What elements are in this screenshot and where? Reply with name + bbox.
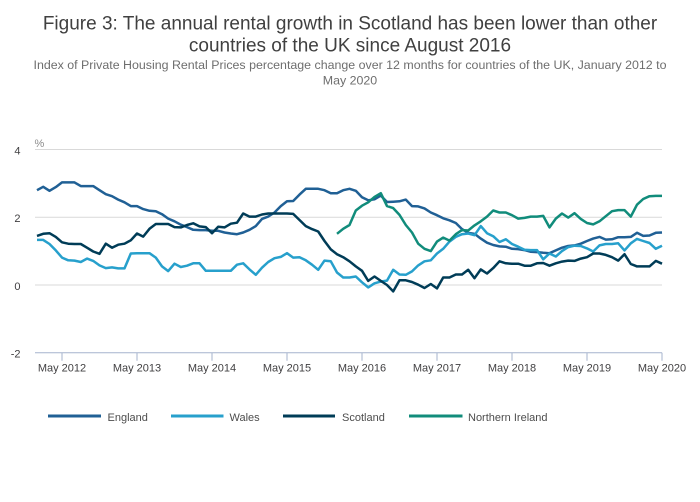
svg-text:-2: -2 bbox=[11, 349, 21, 361]
svg-text:May 2014: May 2014 bbox=[188, 363, 236, 375]
svg-text:Scotland: Scotland bbox=[342, 412, 385, 424]
svg-text:May 2018: May 2018 bbox=[488, 363, 536, 375]
svg-text:countries of the UK since Augu: countries of the UK since August 2016 bbox=[189, 36, 511, 57]
svg-text:May 2016: May 2016 bbox=[338, 363, 386, 375]
svg-text:May 2013: May 2013 bbox=[113, 363, 161, 375]
svg-text:4: 4 bbox=[14, 145, 20, 157]
svg-text:Index of Private Housing Renta: Index of Private Housing Rental Prices p… bbox=[34, 58, 667, 72]
svg-text:2: 2 bbox=[14, 213, 20, 225]
svg-text:%: % bbox=[35, 138, 45, 150]
svg-text:Figure 3: The annual rental gr: Figure 3: The annual rental growth in Sc… bbox=[43, 14, 658, 35]
svg-text:May 2015: May 2015 bbox=[263, 363, 311, 375]
svg-text:May 2019: May 2019 bbox=[563, 363, 611, 375]
svg-text:Wales: Wales bbox=[230, 412, 261, 424]
svg-text:0: 0 bbox=[14, 281, 20, 293]
svg-text:Northern Ireland: Northern Ireland bbox=[468, 412, 548, 424]
svg-text:May 2020: May 2020 bbox=[638, 363, 686, 375]
svg-text:May 2017: May 2017 bbox=[413, 363, 461, 375]
svg-text:England: England bbox=[108, 412, 148, 424]
svg-text:May 2012: May 2012 bbox=[38, 363, 86, 375]
svg-text:May 2020: May 2020 bbox=[323, 74, 378, 88]
